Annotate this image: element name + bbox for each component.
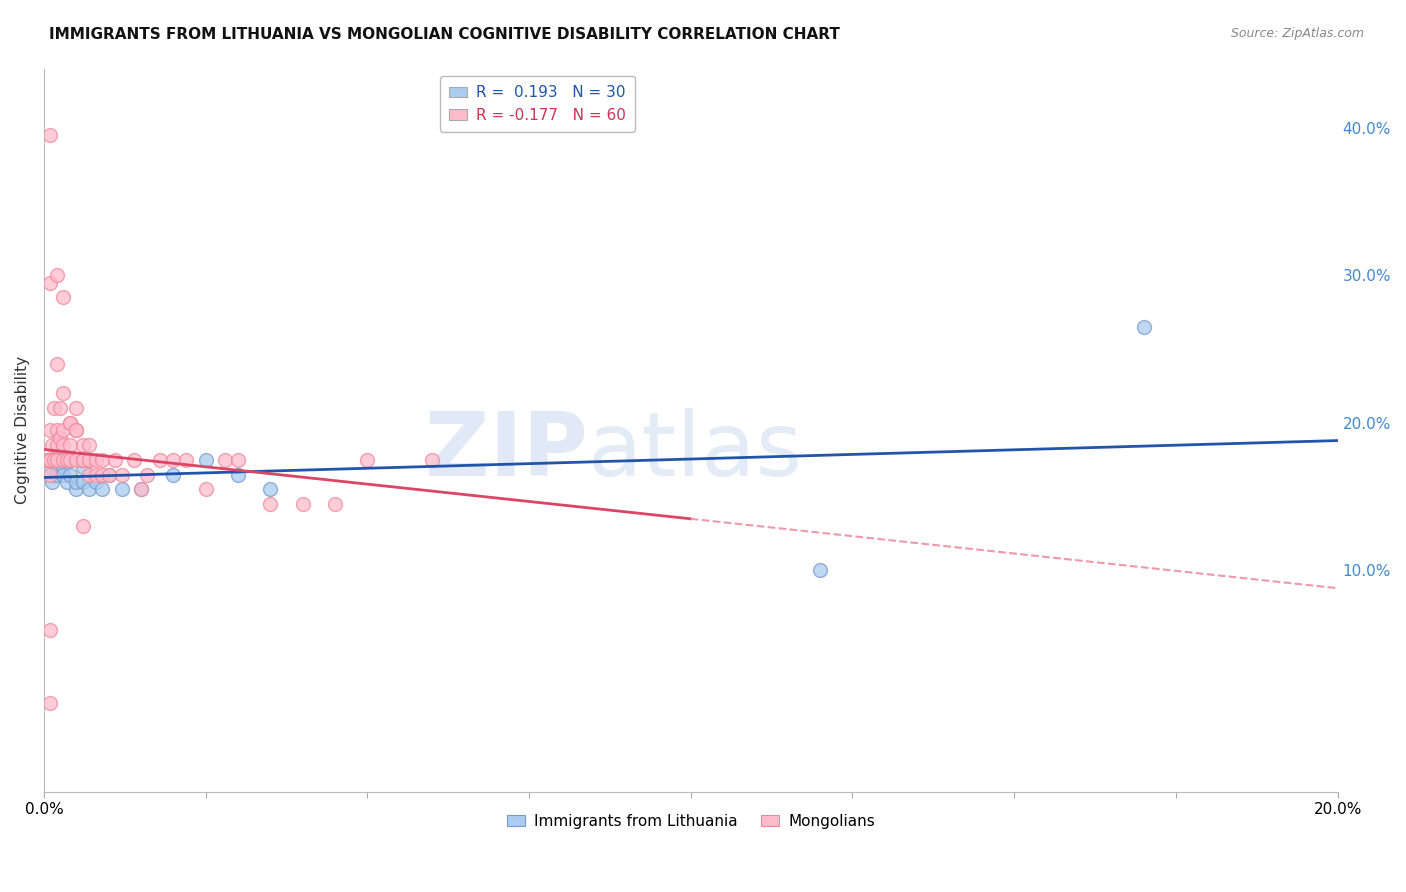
Point [129, 483, 152, 497]
Point [356, 452, 378, 467]
Point [72, 475, 94, 489]
Point [42, 401, 65, 416]
Point [72, 452, 94, 467]
Point [91, 452, 114, 467]
Point [65, 401, 87, 416]
Point [1132, 319, 1154, 334]
Point [41, 438, 63, 452]
Point [110, 483, 132, 497]
Point [49, 431, 72, 445]
Point [52, 467, 75, 482]
Point [77, 438, 100, 452]
Point [59, 452, 82, 467]
Point [194, 452, 217, 467]
Point [136, 467, 159, 482]
Point [420, 452, 443, 467]
Point [91, 483, 114, 497]
Point [52, 438, 75, 452]
Point [194, 483, 217, 497]
Point [124, 452, 146, 467]
Point [39, 276, 62, 290]
Point [72, 519, 94, 533]
Point [42, 452, 65, 467]
Point [65, 483, 87, 497]
Point [65, 423, 87, 437]
Point [39, 697, 62, 711]
Point [226, 467, 249, 482]
Point [59, 438, 82, 452]
Point [52, 452, 75, 467]
Point [72, 438, 94, 452]
Point [59, 467, 82, 482]
Point [52, 460, 75, 475]
Point [174, 452, 197, 467]
Point [44, 467, 66, 482]
Point [39, 128, 62, 142]
Point [65, 475, 87, 489]
Point [39, 463, 62, 477]
Point [45, 268, 67, 283]
Point [91, 467, 114, 482]
Text: Source: ZipAtlas.com: Source: ZipAtlas.com [1230, 27, 1364, 40]
Point [97, 467, 120, 482]
Y-axis label: Cognitive Disability: Cognitive Disability [15, 356, 30, 504]
Legend: Immigrants from Lithuania, Mongolians: Immigrants from Lithuania, Mongolians [501, 808, 882, 835]
Point [45, 357, 67, 371]
Text: ZIP: ZIP [425, 409, 588, 495]
Point [42, 452, 65, 467]
Point [45, 423, 67, 437]
Point [259, 483, 281, 497]
Point [77, 452, 100, 467]
Point [52, 290, 75, 304]
Point [162, 452, 184, 467]
Point [49, 452, 72, 467]
Point [41, 475, 63, 489]
Point [110, 467, 132, 482]
Point [45, 460, 67, 475]
Point [323, 497, 346, 511]
Point [49, 401, 72, 416]
Point [39, 623, 62, 637]
Point [104, 452, 127, 467]
Point [59, 416, 82, 430]
Point [45, 452, 67, 467]
Point [84, 475, 107, 489]
Point [291, 497, 314, 511]
Point [37, 452, 59, 467]
Point [72, 452, 94, 467]
Point [52, 386, 75, 401]
Point [808, 564, 831, 578]
Point [39, 423, 62, 437]
Point [59, 452, 82, 467]
Text: atlas: atlas [588, 409, 803, 495]
Point [226, 452, 249, 467]
Point [52, 423, 75, 437]
Point [149, 452, 172, 467]
Point [39, 467, 62, 482]
Point [65, 423, 87, 437]
Point [259, 497, 281, 511]
Point [84, 467, 107, 482]
Point [55, 475, 77, 489]
Text: IMMIGRANTS FROM LITHUANIA VS MONGOLIAN COGNITIVE DISABILITY CORRELATION CHART: IMMIGRANTS FROM LITHUANIA VS MONGOLIAN C… [49, 27, 841, 42]
Point [214, 452, 236, 467]
Point [84, 452, 107, 467]
Point [77, 467, 100, 482]
Point [97, 467, 120, 482]
Point [38, 452, 60, 467]
Point [162, 467, 184, 482]
Point [55, 452, 77, 467]
Point [45, 438, 67, 452]
Point [129, 483, 152, 497]
Point [39, 452, 62, 467]
Point [59, 416, 82, 430]
Point [72, 460, 94, 475]
Point [77, 483, 100, 497]
Point [65, 452, 87, 467]
Point [45, 452, 67, 467]
Point [77, 452, 100, 467]
